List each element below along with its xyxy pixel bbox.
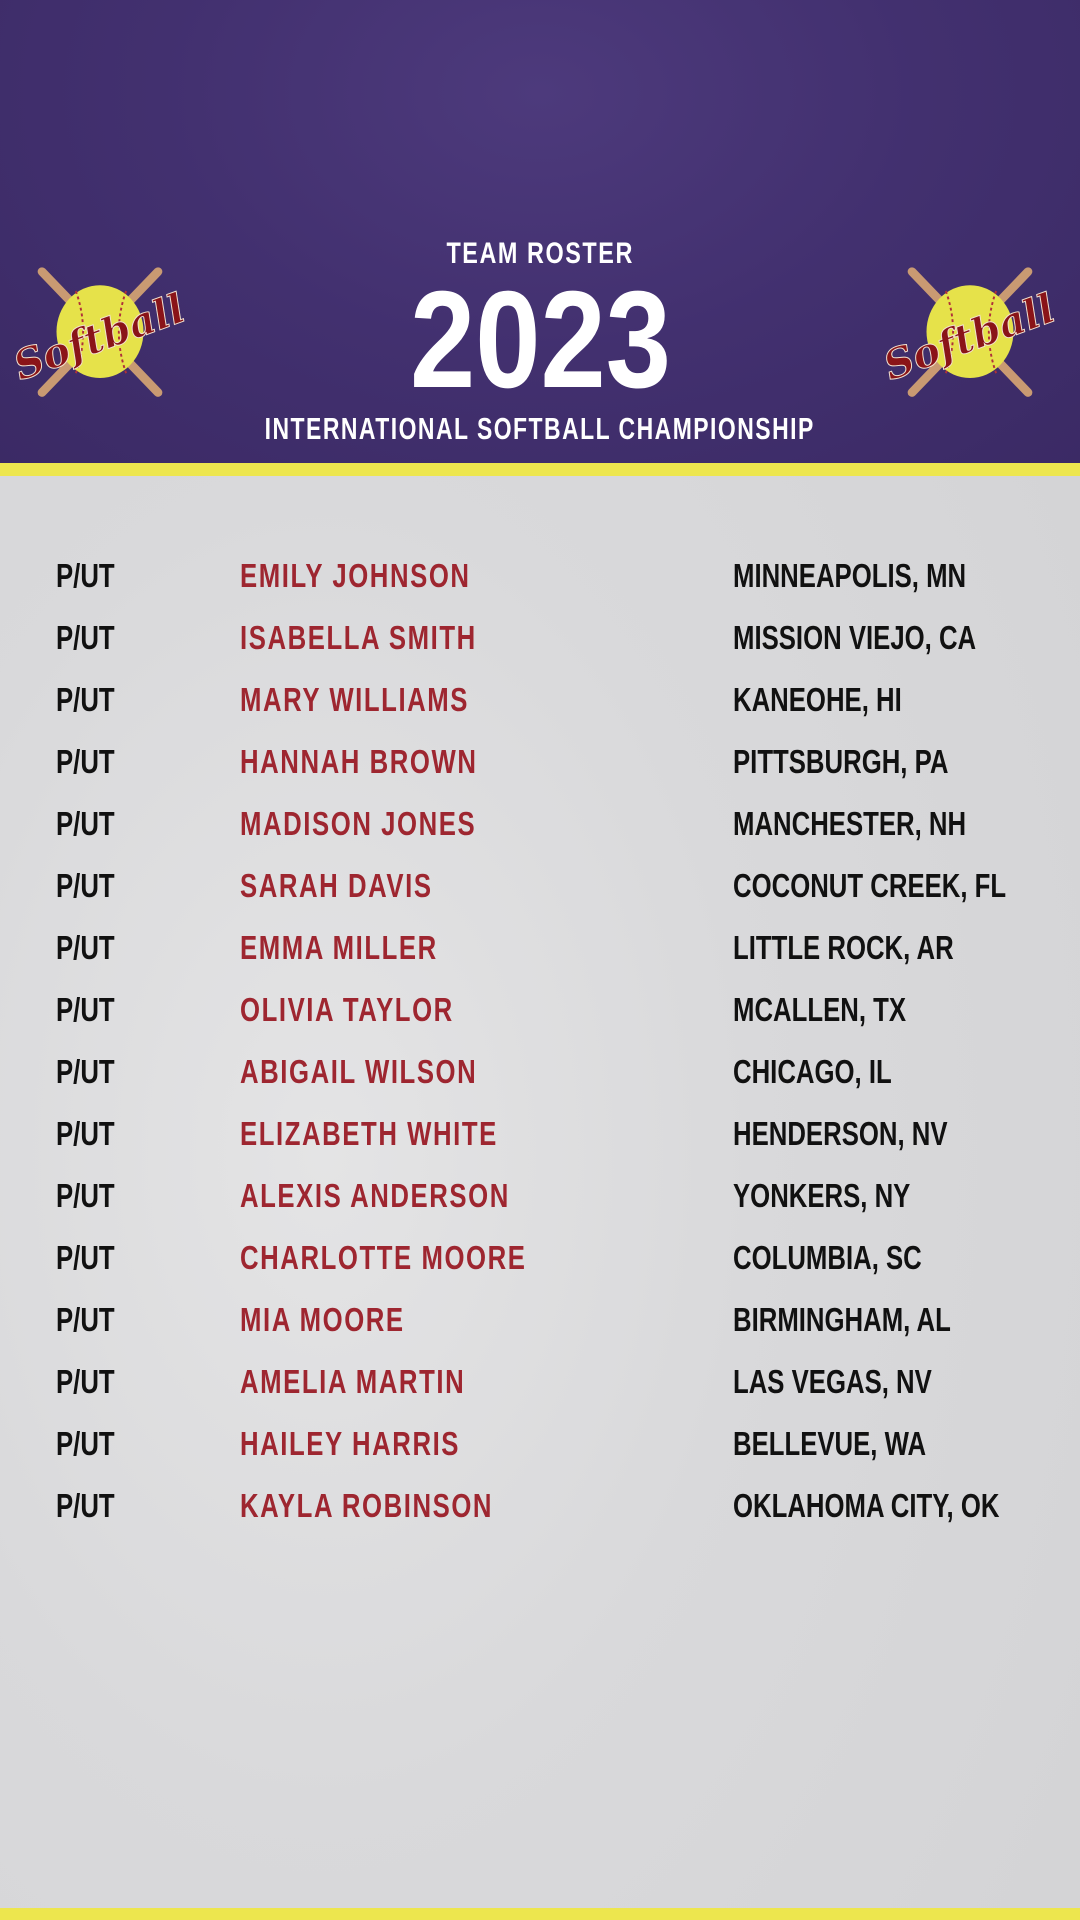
roster-row: P/UT OLIVIA TAYLOR MCALLEN, TX <box>0 990 1080 1030</box>
player-hometown: MINNEAPOLIS, MN <box>733 557 967 594</box>
roster-row: P/UT MIA MOORE BIRMINGHAM, AL <box>0 1300 1080 1340</box>
player-position: P/UT <box>56 1487 115 1524</box>
player-name: MADISON JONES <box>240 805 477 842</box>
player-name: KAYLA ROBINSON <box>240 1487 494 1524</box>
player-position: P/UT <box>56 1239 115 1276</box>
player-position: P/UT <box>56 991 115 1028</box>
player-position: P/UT <box>56 1425 115 1462</box>
player-position: P/UT <box>56 1301 115 1338</box>
player-hometown: LAS VEGAS, NV <box>733 1363 932 1400</box>
player-position: P/UT <box>56 867 115 904</box>
roster-row: P/UT MARY WILLIAMS KANEOHE, HI <box>0 680 1080 720</box>
player-name: AMELIA MARTIN <box>240 1363 466 1400</box>
player-name: HANNAH BROWN <box>240 743 478 780</box>
player-hometown: KANEOHE, HI <box>733 681 902 718</box>
roster-row: P/UT KAYLA ROBINSON OKLAHOMA CITY, OK <box>0 1486 1080 1526</box>
roster-row: P/UT ISABELLA SMITH MISSION VIEJO, CA <box>0 618 1080 658</box>
player-position: P/UT <box>56 1363 115 1400</box>
player-position: P/UT <box>56 743 115 780</box>
roster-row: P/UT HANNAH BROWN PITTSBURGH, PA <box>0 742 1080 782</box>
player-name: SARAH DAVIS <box>240 867 433 904</box>
player-hometown: COLUMBIA, SC <box>733 1239 922 1276</box>
player-position: P/UT <box>56 1053 115 1090</box>
player-name: ISABELLA SMITH <box>240 619 477 656</box>
player-hometown: MCALLEN, TX <box>733 991 907 1028</box>
softball-logo-left: Softball <box>15 267 185 397</box>
player-hometown: BIRMINGHAM, AL <box>733 1301 951 1338</box>
player-name: EMILY JOHNSON <box>240 557 471 594</box>
roster-row: P/UT ALEXIS ANDERSON YONKERS, NY <box>0 1176 1080 1216</box>
player-position: P/UT <box>56 805 115 842</box>
player-name: ALEXIS ANDERSON <box>240 1177 510 1214</box>
player-name: MARY WILLIAMS <box>240 681 470 718</box>
player-hometown: LITTLE ROCK, AR <box>733 929 954 966</box>
player-position: P/UT <box>56 1115 115 1152</box>
yellow-bottom-border <box>0 1908 1080 1920</box>
roster-row: P/UT ABIGAIL WILSON CHICAGO, IL <box>0 1052 1080 1092</box>
player-name: MIA MOORE <box>240 1301 405 1338</box>
player-hometown: YONKERS, NY <box>733 1177 911 1214</box>
player-position: P/UT <box>56 557 115 594</box>
softball-logo-right: Softball <box>885 267 1055 397</box>
player-hometown: BELLEVUE, WA <box>733 1425 927 1462</box>
kicker-title: TEAM ROSTER <box>446 237 634 270</box>
player-hometown: PITTSBURGH, PA <box>733 743 949 780</box>
player-position: P/UT <box>56 1177 115 1214</box>
player-hometown: CHICAGO, IL <box>733 1053 892 1090</box>
roster-row: P/UT MADISON JONES MANCHESTER, NH <box>0 804 1080 844</box>
player-hometown: MISSION VIEJO, CA <box>733 619 977 656</box>
roster-row: P/UT ELIZABETH WHITE HENDERSON, NV <box>0 1114 1080 1154</box>
player-position: P/UT <box>56 681 115 718</box>
player-hometown: HENDERSON, NV <box>733 1115 948 1152</box>
roster-row: P/UT CHARLOTTE MOORE COLUMBIA, SC <box>0 1238 1080 1278</box>
yellow-divider <box>0 463 1080 476</box>
player-position: P/UT <box>56 929 115 966</box>
roster-row: P/UT EMILY JOHNSON MINNEAPOLIS, MN <box>0 556 1080 596</box>
player-name: ABIGAIL WILSON <box>240 1053 478 1090</box>
header-banner <box>0 0 1080 463</box>
player-name: EMMA MILLER <box>240 929 438 966</box>
player-hometown: MANCHESTER, NH <box>733 805 967 842</box>
player-name: HAILEY HARRIS <box>240 1425 461 1462</box>
roster-row: P/UT AMELIA MARTIN LAS VEGAS, NV <box>0 1362 1080 1402</box>
roster-row: P/UT SARAH DAVIS COCONUT CREEK, FL <box>0 866 1080 906</box>
roster-row: P/UT EMMA MILLER LITTLE ROCK, AR <box>0 928 1080 968</box>
year-title: 2023 <box>409 263 671 417</box>
player-name: ELIZABETH WHITE <box>240 1115 498 1152</box>
roster-row: P/UT HAILEY HARRIS BELLEVUE, WA <box>0 1424 1080 1464</box>
player-hometown: OKLAHOMA CITY, OK <box>733 1487 1000 1524</box>
player-hometown: COCONUT CREEK, FL <box>733 867 1007 904</box>
player-name: OLIVIA TAYLOR <box>240 991 454 1028</box>
player-position: P/UT <box>56 619 115 656</box>
player-name: CHARLOTTE MOORE <box>240 1239 527 1276</box>
subtitle: INTERNATIONAL SOFTBALL CHAMPIONSHIP <box>264 411 816 446</box>
